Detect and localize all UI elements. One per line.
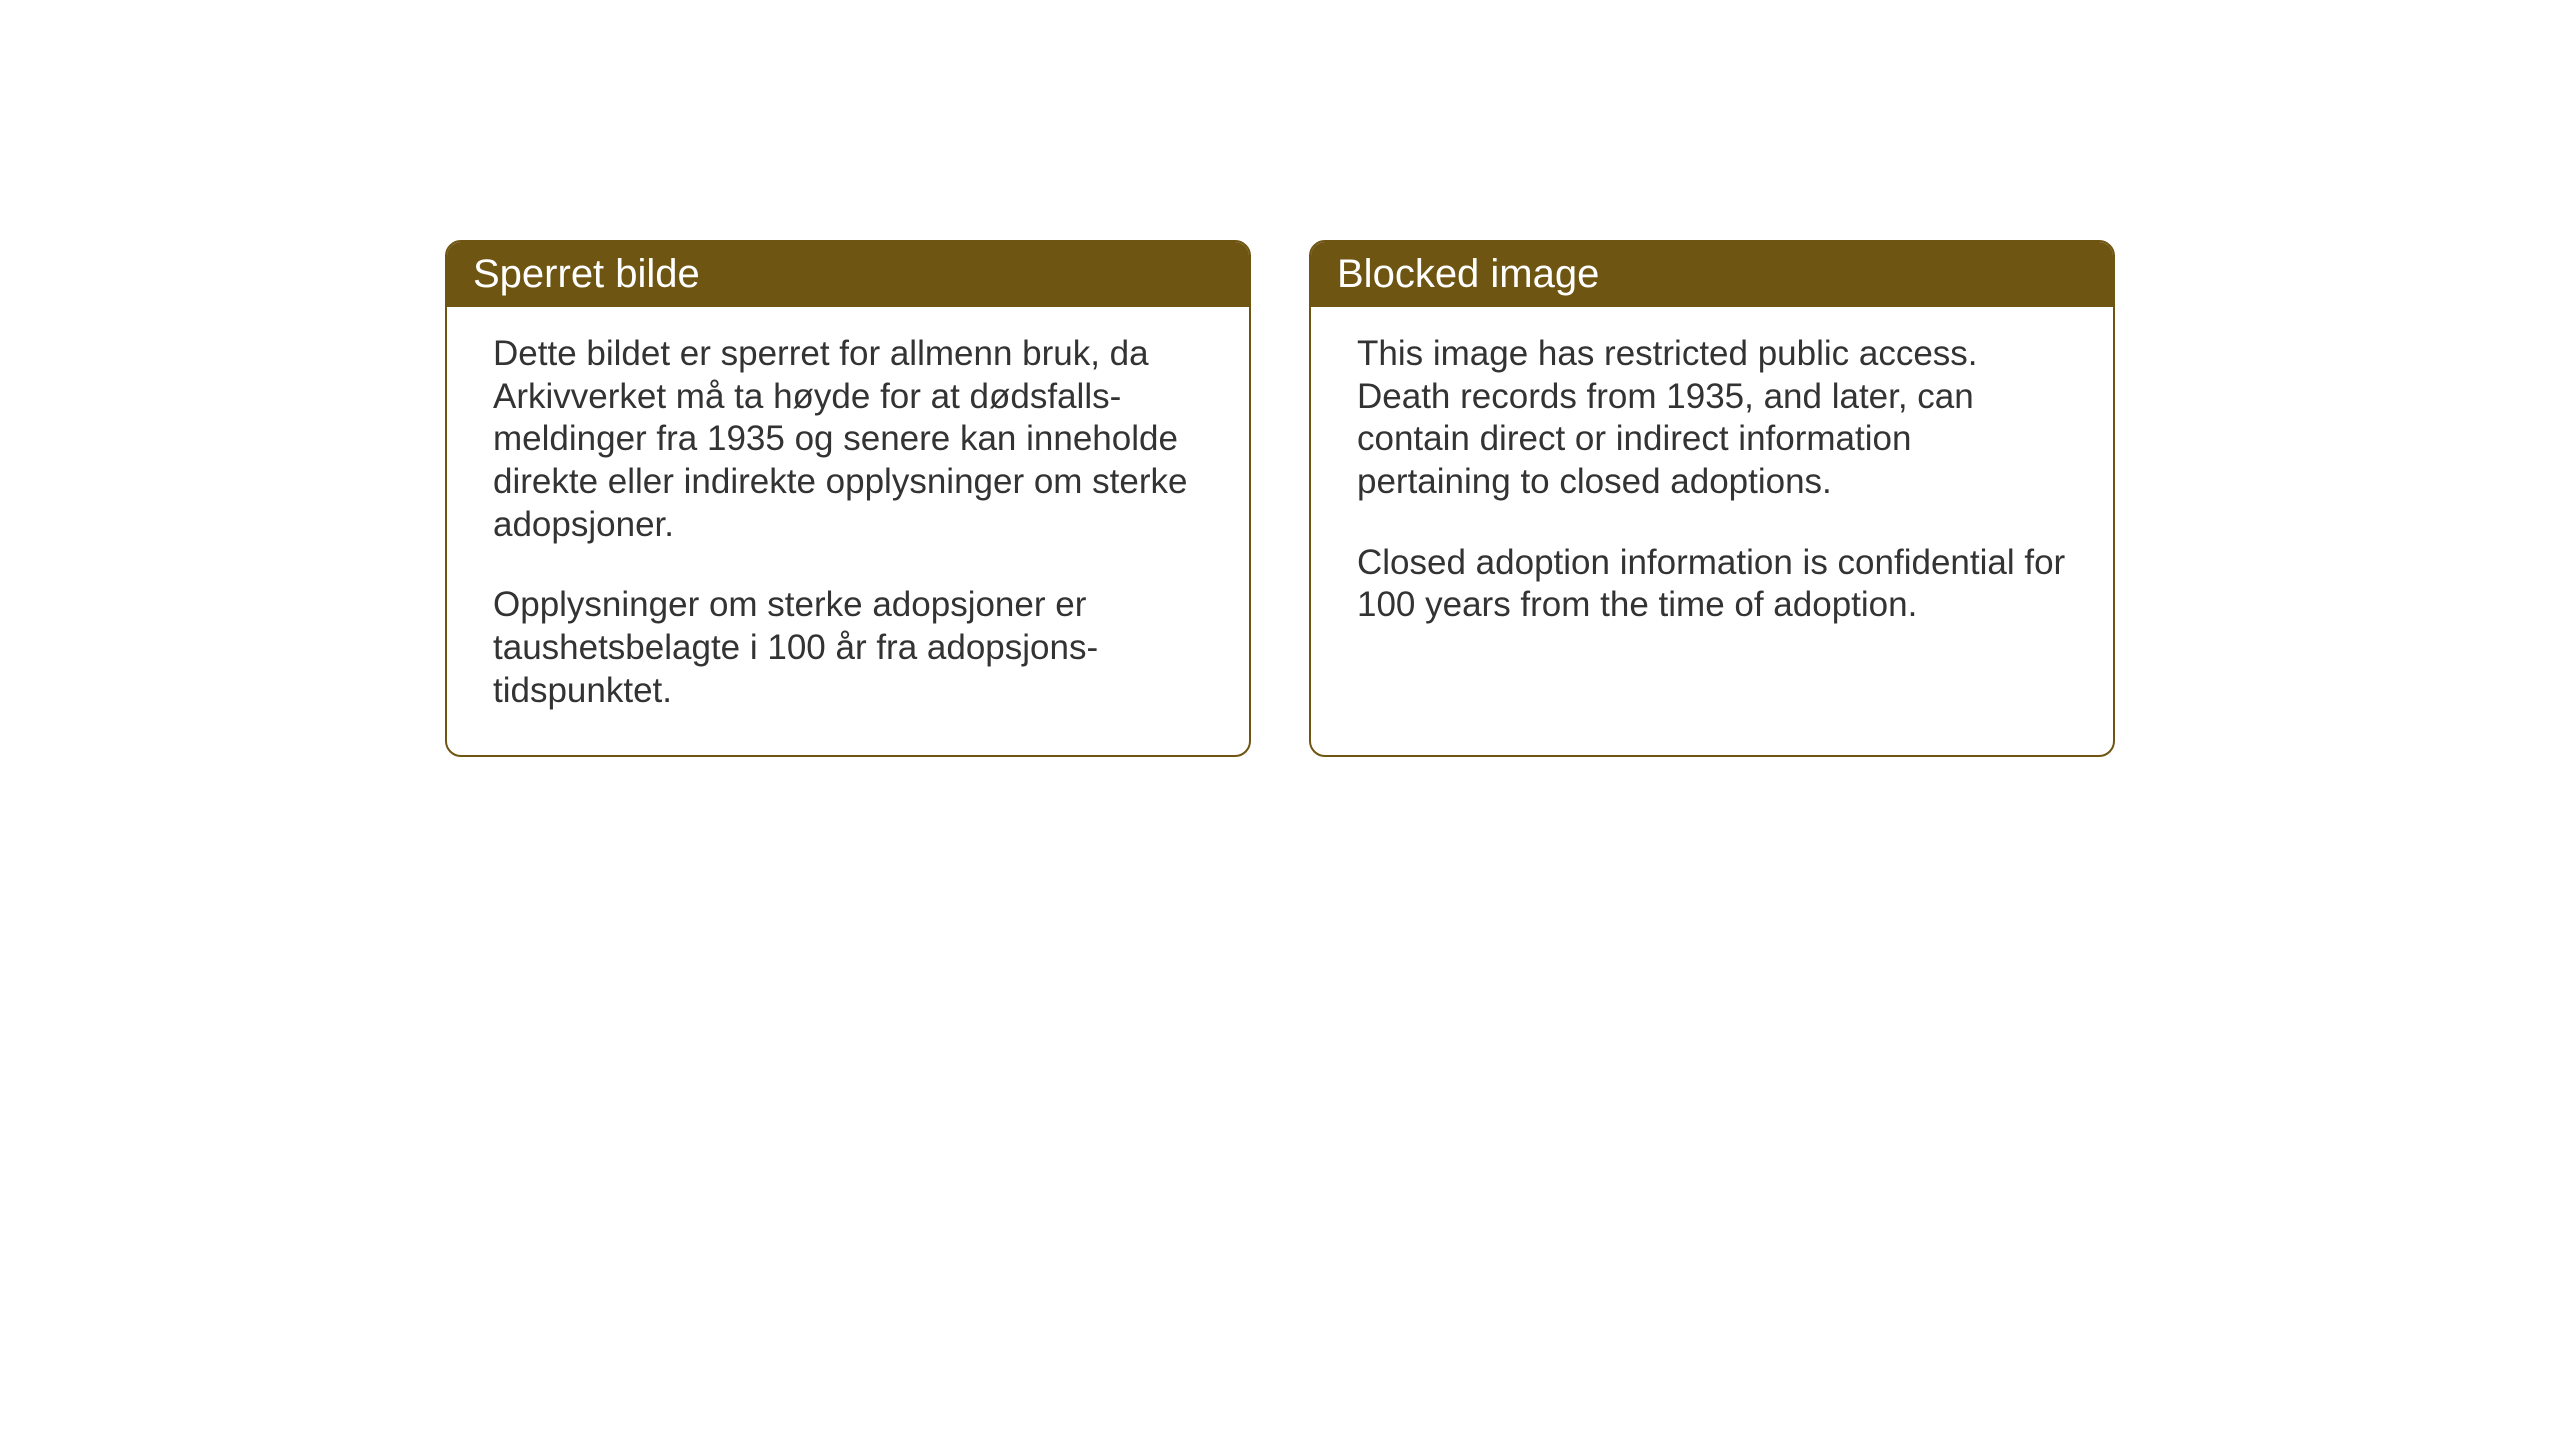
english-paragraph-1: This image has restricted public access.… [1357,333,2067,504]
english-paragraph-2: Closed adoption information is confident… [1357,542,2067,627]
norwegian-paragraph-2: Opplysninger om sterke adopsjoner er tau… [493,584,1203,712]
notice-container: Sperret bilde Dette bildet er sperret fo… [445,240,2115,757]
english-card-title: Blocked image [1337,252,1599,296]
english-card-header: Blocked image [1311,242,2113,307]
english-card-body: This image has restricted public access.… [1311,307,2113,669]
norwegian-notice-card: Sperret bilde Dette bildet er sperret fo… [445,240,1251,757]
norwegian-paragraph-1: Dette bildet er sperret for allmenn bruk… [493,333,1203,546]
norwegian-card-title: Sperret bilde [473,252,700,296]
norwegian-card-body: Dette bildet er sperret for allmenn bruk… [447,307,1249,755]
norwegian-card-header: Sperret bilde [447,242,1249,307]
english-notice-card: Blocked image This image has restricted … [1309,240,2115,757]
